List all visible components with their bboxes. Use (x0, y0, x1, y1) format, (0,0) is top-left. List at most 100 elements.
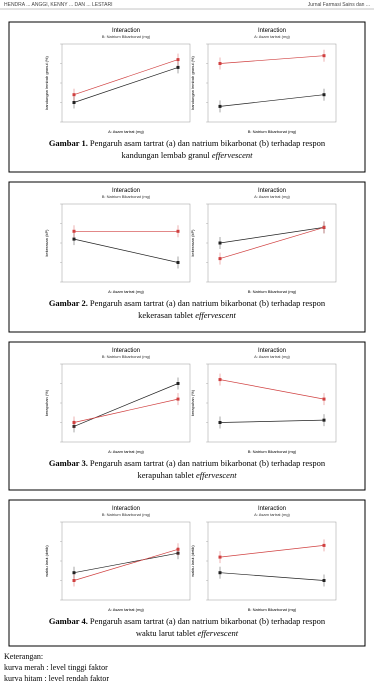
interaction-line (219, 572, 325, 581)
interaction-line (73, 238, 179, 263)
x-axis-label: A: Asam tartrat (mg) (108, 129, 144, 134)
interaction-line (219, 94, 325, 107)
plot-title: Interaction (258, 188, 286, 194)
point (322, 54, 326, 58)
plot-frame (61, 43, 191, 123)
point (322, 543, 326, 547)
plot-title: Interaction (258, 348, 286, 354)
plot-legend: A: Asam tartrat (mg) (254, 354, 290, 359)
figure-caption: kekerasan tablet effervescent (138, 310, 236, 320)
interaction-line (73, 59, 179, 96)
plot-title: Interaction (112, 188, 140, 194)
x-axis-label: B: Natrium Bikarbonat (mg) (248, 129, 297, 134)
note-item: kurva merah : level tinggi faktor (4, 663, 108, 672)
figure-label: Gambar 4. (49, 616, 88, 626)
plot-title: Interaction (258, 506, 286, 512)
point (176, 58, 180, 62)
point (218, 104, 222, 108)
point (218, 378, 222, 382)
plot-title: Interaction (112, 348, 140, 354)
caption-text: kandungan lembab granul (122, 150, 212, 160)
point (218, 555, 222, 559)
plot-legend: A: Asam tartrat (mg) (254, 512, 290, 517)
x-axis-label: A: Asam tartrat (mg) (108, 449, 144, 454)
point (176, 261, 180, 264)
caption-italic: effervescent (196, 470, 237, 480)
y-axis-label: kekerasan (kP) (190, 229, 195, 257)
point (72, 571, 76, 575)
y-axis-label: waktu larut (detik) (190, 545, 195, 577)
x-axis-label: A: Asam tartrat (mg) (108, 607, 144, 612)
plot-title: Interaction (112, 506, 140, 512)
point (72, 101, 76, 104)
plot-frame (61, 363, 191, 443)
point (218, 571, 222, 575)
point (72, 237, 76, 241)
plot-legend: B: Natrium Bikarbonat (mg) (102, 354, 151, 359)
interaction-line (219, 379, 325, 400)
figure-label: Gambar 2. (49, 298, 88, 308)
interaction-line (219, 419, 325, 423)
y-axis-label: kerapuhan (%) (44, 389, 49, 416)
point (72, 229, 76, 233)
point (176, 547, 180, 551)
note-item: kurva hitam : level rendah faktor (4, 674, 109, 683)
y-axis-label: kandungan lembab granul (%) (44, 56, 49, 110)
point (322, 225, 326, 229)
caption-text: Pengaruh asam tartrat (a) dan natrium bi… (90, 458, 326, 468)
x-axis-label: B: Natrium Bikarbonat (mg) (248, 289, 297, 294)
point (322, 579, 326, 582)
figure-box (8, 21, 366, 173)
point (176, 65, 180, 69)
y-axis-label: waktu larut (detik) (44, 545, 49, 577)
y-axis-label: kandungan lembab granul (%) (190, 56, 195, 110)
point (322, 397, 326, 401)
caption-text: Pengaruh asam tartrat (a) dan natrium bi… (90, 298, 326, 308)
figure-caption: kerapuhan tablet effervescent (137, 470, 237, 480)
point (322, 418, 326, 422)
interaction-line (219, 55, 325, 64)
caption-italic: effervescent (198, 628, 239, 638)
caption-text: Pengaruh asam tartrat (a) dan natrium bi… (90, 138, 326, 148)
caption-italic: effervescent (195, 310, 236, 320)
caption-text: waktu larut tablet (136, 628, 198, 638)
figure-caption: Gambar 1. Pengaruh asam tartrat (a) dan n… (49, 138, 326, 148)
plot-legend: B: Natrium Bikarbonat (mg) (102, 512, 151, 517)
figure-caption: kandungan lembab granul effervescent (122, 150, 254, 160)
caption-text: kekerasan tablet (138, 310, 195, 320)
interaction-line (73, 548, 179, 581)
caption-text: Pengaruh asam tartrat (a) dan natrium bi… (90, 616, 326, 626)
plot-legend: B: Natrium Bikarbonat (mg) (102, 34, 151, 39)
x-axis-label: A: Asam tartrat (mg) (108, 289, 144, 294)
interaction-line (73, 552, 179, 574)
point (72, 421, 76, 424)
interaction-line (219, 227, 325, 259)
figure-box (8, 341, 366, 491)
point (176, 397, 180, 401)
point (218, 257, 222, 261)
point (218, 62, 222, 65)
point (322, 93, 326, 97)
point (176, 382, 180, 385)
figure-box (8, 181, 366, 333)
interaction-line (219, 227, 325, 244)
caption-italic: effervescent (212, 150, 253, 160)
notes-title: Keterangan: (4, 652, 43, 661)
figure-caption: Gambar 3. Pengaruh asam tartrat (a) dan n… (49, 458, 326, 468)
point (218, 421, 222, 424)
figure-caption: Gambar 4. Pengaruh asam tartrat (a) dan n… (49, 616, 326, 626)
plot-frame (61, 203, 191, 283)
point (72, 579, 76, 582)
point (72, 93, 76, 97)
interaction-line (73, 67, 179, 103)
plot-title: Interaction (112, 28, 140, 34)
interaction-line (73, 383, 179, 427)
figure-label: Gambar 3. (49, 458, 88, 468)
figure-label: Gambar 1. (49, 138, 88, 148)
figure-caption: Gambar 2. Pengaruh asam tartrat (a) dan n… (49, 298, 326, 308)
plot-frame (207, 43, 337, 123)
plot-frame (207, 363, 337, 443)
y-axis-label: kekerasan (kP) (44, 229, 49, 257)
header-right: Jurnal Farmasi Sains dan ... (308, 2, 370, 8)
